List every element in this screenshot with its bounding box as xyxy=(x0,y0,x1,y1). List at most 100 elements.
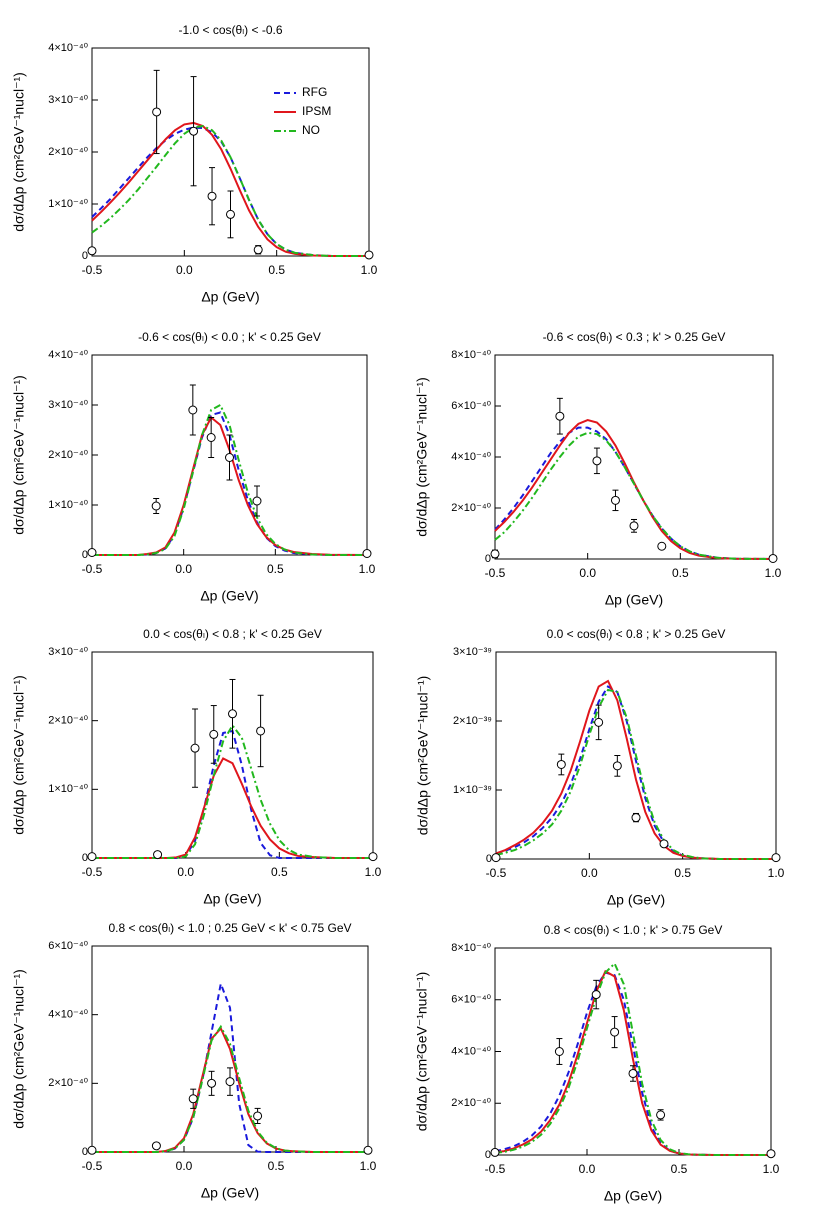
y-tick-label: 4×10⁻⁴⁰ xyxy=(48,1009,88,1021)
y-tick-label: 4×10⁻⁴⁰ xyxy=(48,349,88,361)
x-tick-label: -0.5 xyxy=(82,1159,103,1173)
data-point xyxy=(768,553,778,563)
data-point xyxy=(490,1147,500,1157)
data-point xyxy=(364,250,374,260)
x-axis-title: Δp (GeV) xyxy=(607,892,665,908)
data-point xyxy=(209,729,219,739)
model-curve xyxy=(92,757,373,859)
model-curve xyxy=(92,403,367,556)
data-point xyxy=(766,1149,776,1159)
legend-label: IPSM xyxy=(302,104,331,118)
y-tick-label: 4×10⁻⁴⁰ xyxy=(451,451,491,463)
x-axis-title: Δp (GeV) xyxy=(203,891,261,907)
data-point xyxy=(368,852,378,862)
data-point xyxy=(87,852,97,862)
data-point xyxy=(555,411,565,421)
data-point xyxy=(556,759,566,769)
x-tick-label: -0.5 xyxy=(486,866,507,880)
plot-frame xyxy=(91,651,374,859)
data-point xyxy=(188,405,198,415)
y-tick-label: 0 xyxy=(485,553,491,565)
x-tick-label: -0.5 xyxy=(485,566,506,580)
data-point xyxy=(631,813,641,823)
data-point xyxy=(629,521,639,531)
data-point xyxy=(771,853,781,863)
chart-title: -1.0 < cos(θₗ) < -0.6 xyxy=(178,23,282,37)
data-point xyxy=(152,107,162,117)
y-axis-title: dσ/dΔp (cm²GeV⁻¹nucl⁻¹) xyxy=(11,969,27,1129)
y-tick-label: 2×10⁻⁴⁰ xyxy=(48,715,88,727)
x-tick-label: 1.0 xyxy=(768,866,785,880)
y-axis-title: dσ/dΔp (cm²GeV⁻¹nucl⁻¹) xyxy=(11,375,27,535)
x-tick-label: 0.5 xyxy=(674,866,691,880)
y-tick-label: 1×10⁻⁴⁰ xyxy=(48,198,88,210)
data-point xyxy=(256,726,266,736)
x-tick-label: 0.5 xyxy=(671,1162,688,1176)
data-point xyxy=(610,495,620,505)
y-tick-label: 0 xyxy=(82,250,88,262)
x-tick-label: 0.0 xyxy=(176,263,193,277)
y-tick-label: 2×10⁻⁴⁰ xyxy=(451,1097,491,1109)
data-point xyxy=(87,246,97,256)
data-point xyxy=(151,1141,161,1151)
chart-title: -0.6 < cos(θₗ) < 0.0 ; k' < 0.25 GeV xyxy=(138,330,321,344)
y-axis-title: dσ/dΔp (cm²GeV⁻¹nucl⁻¹) xyxy=(11,72,27,232)
x-tick-label: 0.0 xyxy=(177,865,194,879)
x-tick-label: 0.0 xyxy=(579,1162,596,1176)
data-point xyxy=(87,548,97,557)
y-axis-title: dσ/dΔp (cm²GeV⁻¹nucl⁻¹) xyxy=(11,675,27,835)
model-curve xyxy=(495,679,776,860)
data-point xyxy=(206,433,216,442)
x-tick-label: -0.5 xyxy=(485,1162,506,1176)
data-point xyxy=(189,126,199,136)
data-point xyxy=(228,709,237,719)
model-curve xyxy=(494,431,774,560)
x-tick-label: 0.0 xyxy=(579,566,596,580)
data-point xyxy=(610,1027,620,1037)
model-curve xyxy=(494,426,774,560)
y-tick-label: 4×10⁻⁴⁰ xyxy=(48,42,88,54)
data-point xyxy=(656,1110,666,1120)
x-tick-label: 0.5 xyxy=(271,865,288,879)
model-curve xyxy=(495,688,776,860)
x-axis-title: Δp (GeV) xyxy=(201,289,259,305)
data-point xyxy=(628,1068,638,1078)
data-point xyxy=(491,853,501,863)
model-curve xyxy=(92,411,367,556)
data-point xyxy=(591,990,601,1000)
x-tick-label: 1.0 xyxy=(359,562,376,576)
data-point xyxy=(190,743,200,753)
chart-title: 0.0 < cos(θₗ) < 0.8 ; k' > 0.25 GeV xyxy=(547,627,726,641)
x-axis-title: Δp (GeV) xyxy=(604,1188,662,1204)
x-tick-label: -0.5 xyxy=(82,865,103,879)
chart-title: 0.8 < cos(θₗ) < 1.0 ; 0.25 GeV < k' < 0.… xyxy=(108,921,351,935)
y-tick-label: 0 xyxy=(82,549,88,561)
y-tick-label: 3×10⁻⁴⁰ xyxy=(48,399,88,411)
chart-title: 0.8 < cos(θₗ) < 1.0 ; k' > 0.75 GeV xyxy=(544,923,723,937)
data-point xyxy=(362,549,372,558)
y-tick-label: 6×10⁻⁴⁰ xyxy=(451,994,491,1006)
y-tick-label: 0 xyxy=(82,852,88,864)
x-axis-title: Δp (GeV) xyxy=(200,588,258,604)
x-tick-label: 0.0 xyxy=(175,562,192,576)
x-tick-label: 1.0 xyxy=(360,1159,377,1173)
data-point xyxy=(226,209,235,219)
y-tick-label: 1×10⁻⁴⁰ xyxy=(48,499,88,511)
y-tick-label: 2×10⁻⁴⁰ xyxy=(48,1077,88,1089)
data-point xyxy=(363,1145,373,1155)
x-tick-label: 0.0 xyxy=(176,1159,193,1173)
data-point xyxy=(612,761,622,771)
y-tick-label: 4×10⁻⁴⁰ xyxy=(451,1045,491,1057)
data-point xyxy=(252,496,262,506)
data-point xyxy=(188,1094,198,1104)
x-tick-label: 1.0 xyxy=(361,263,378,277)
x-axis-title: Δp (GeV) xyxy=(201,1185,259,1201)
model-curve xyxy=(495,685,776,860)
x-tick-label: 0.5 xyxy=(672,566,689,580)
y-tick-label: 1×10⁻⁴⁰ xyxy=(48,783,88,795)
data-point xyxy=(207,191,217,201)
x-tick-label: 0.0 xyxy=(581,866,598,880)
data-point xyxy=(207,1078,217,1088)
y-tick-label: 2×10⁻³⁹ xyxy=(453,715,492,727)
